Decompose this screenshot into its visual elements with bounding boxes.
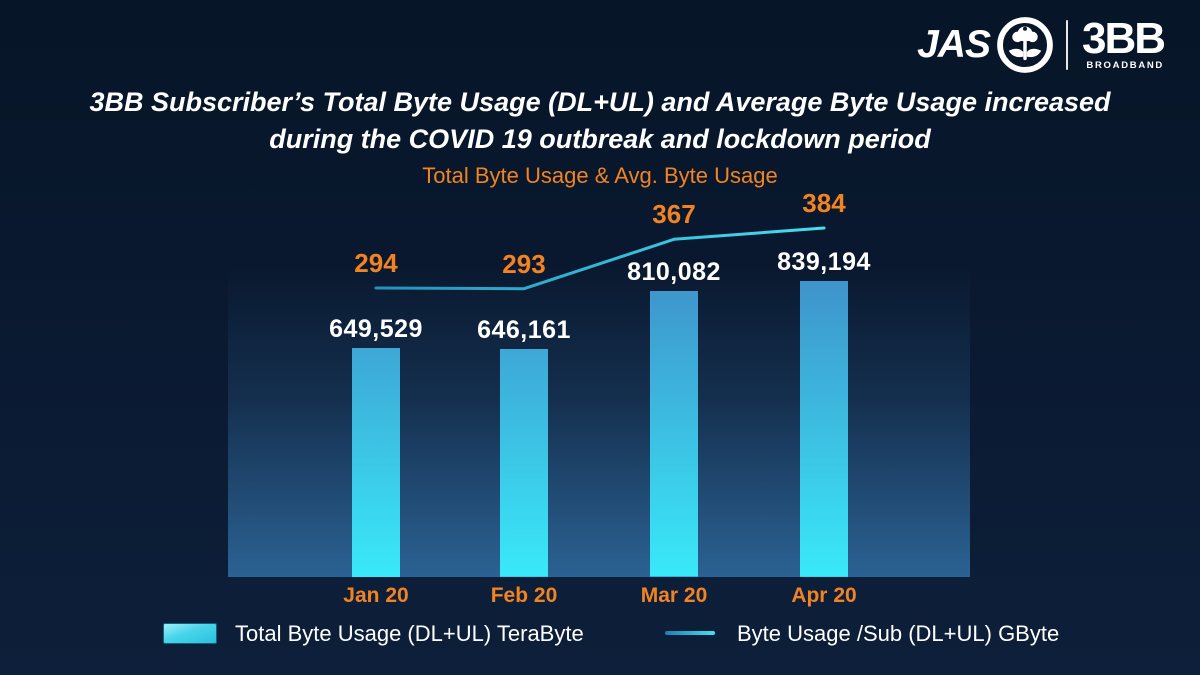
chart-title: Total Byte Usage & Avg. Byte Usage	[422, 163, 778, 188]
legend-line-swatch	[665, 631, 715, 635]
slide-title-line2: during the COVID 19 outbreak and lockdow…	[269, 124, 931, 154]
bar-value-label: 649,529	[329, 315, 423, 343]
bar-value-label: 810,082	[627, 258, 721, 287]
line-value-label: 384	[802, 188, 846, 218]
broadband-logo-text: BROADBAND	[1086, 60, 1164, 72]
jas-logo-text: JAS	[917, 23, 991, 66]
line-value-label: 294	[354, 248, 398, 278]
slide-title: 3BB Subscriber’s Total Byte Usage (DL+UL…	[0, 84, 1200, 158]
line-value-label: 367	[652, 199, 696, 230]
x-axis-label: Feb 20	[490, 584, 558, 607]
line-value-label: 293	[502, 248, 546, 279]
legend-bar-label: Total Byte Usage (DL+UL) TeraByte	[235, 621, 584, 646]
bar-value-label: 839,194	[777, 248, 871, 277]
jas-3bb-logo: JAS 3BB BROADBAND	[917, 13, 1166, 74]
x-axis-label: Apr 20	[791, 584, 857, 607]
bar-value-label: 646,161	[477, 316, 571, 345]
3bb-logo: 3BB BROADBAND	[1081, 13, 1166, 72]
x-axis-label: Jan 20	[343, 584, 409, 607]
bar-feb-20	[500, 349, 548, 577]
legend-bar-swatch	[163, 623, 217, 644]
logo-divider	[1065, 20, 1068, 70]
legend-line-label: Byte Usage /Sub (DL+UL) GByte	[737, 621, 1060, 646]
slide-title-line1: 3BB Subscriber’s Total Byte Usage (DL+UL…	[89, 87, 1111, 117]
bar-apr-20	[800, 281, 848, 577]
x-axis-label: Mar 20	[640, 584, 708, 607]
jas-flower-icon	[997, 17, 1053, 73]
3bb-logo-text: 3BB	[1081, 13, 1166, 63]
bar-jan-20	[352, 348, 400, 577]
bar-mar-20	[650, 291, 698, 577]
